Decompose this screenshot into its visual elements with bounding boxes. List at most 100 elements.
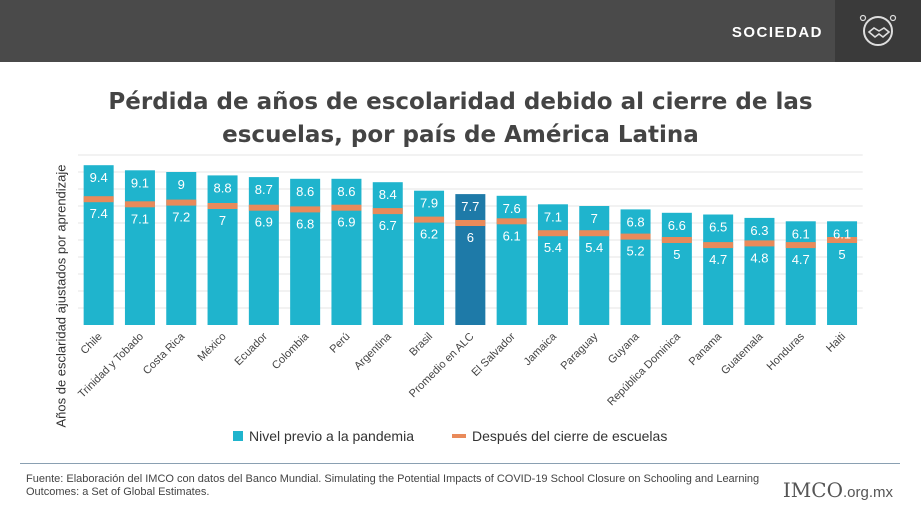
data-label-after: 5.4 [585, 240, 603, 255]
legend-swatch-before [233, 431, 243, 441]
data-label-after: 4.7 [792, 252, 810, 267]
data-label-after: 7 [219, 213, 226, 228]
x-tick-label: Haiti [824, 331, 848, 355]
bar-before [537, 204, 568, 325]
data-label-before: 8.4 [379, 187, 397, 202]
bar-before [248, 177, 279, 325]
legend-label-before: Nivel previo a la pandemia [249, 428, 414, 444]
x-tick-label: Panama [687, 330, 725, 368]
data-label-before: 7.1 [544, 209, 562, 224]
data-label-before: 8.6 [337, 184, 355, 199]
marker-after [620, 233, 651, 240]
data-label-after: 5 [838, 247, 845, 262]
legend: Nivel previo a la pandemia Después del c… [233, 428, 667, 444]
marker-after [579, 230, 610, 237]
data-label-after: 6.7 [379, 218, 397, 233]
data-label-before: 6.8 [627, 214, 645, 229]
x-tick-label: Honduras [765, 330, 808, 373]
data-label-after: 6.2 [420, 227, 438, 242]
legend-label-after: Después del cierre de escuelas [471, 428, 668, 444]
data-label-after: 6.9 [255, 215, 273, 230]
x-tick-label: Brasil [407, 331, 435, 359]
bar-before [620, 209, 651, 325]
data-label-after: 4.7 [709, 252, 727, 267]
marker-after [827, 237, 858, 243]
bar-before [455, 194, 486, 325]
source-note: Fuente: Elaboración del IMCO con datos d… [26, 473, 760, 498]
marker-after [661, 237, 692, 243]
marker-after [744, 240, 775, 247]
data-label-after: 6 [467, 230, 474, 245]
chart-title: Pérdida de años de escolaridad debido al… [0, 86, 921, 152]
section-icon-box [835, 0, 921, 62]
footer-divider [20, 463, 900, 464]
data-label-before: 9.4 [90, 170, 108, 185]
marker-after [331, 204, 362, 211]
marker-after [166, 199, 197, 206]
marker-after [372, 208, 403, 215]
bar-before [331, 178, 362, 325]
x-tick-label: Guatemala [719, 330, 766, 377]
chart-title-line-2: escuelas, por país de América Latina [222, 122, 699, 148]
data-label-before: 6.1 [833, 226, 851, 241]
logo-name: IMCO [782, 478, 843, 502]
data-label-after: 7.2 [172, 210, 190, 225]
data-label-before: 9 [178, 177, 185, 192]
marker-after [248, 204, 279, 211]
data-label-before: 8.6 [296, 184, 314, 199]
x-tick-label: México [196, 331, 229, 364]
marker-after [83, 196, 114, 203]
x-tick-label: Ecuador [233, 330, 271, 368]
data-label-before: 8.8 [214, 180, 232, 195]
handshake-icon [859, 14, 897, 46]
bar-before [579, 206, 610, 325]
data-label-after: 7.4 [90, 206, 108, 221]
data-label-before: 9.1 [131, 175, 149, 190]
marker-after [455, 220, 486, 226]
x-tick-label: Guyana [606, 330, 642, 366]
data-label-before: 6.1 [792, 226, 810, 241]
x-tick-label: Argentina [352, 330, 394, 372]
marker-after [414, 216, 445, 223]
marker-after [703, 242, 734, 249]
x-tick-label: Chile [79, 331, 105, 357]
legend-swatch-after [451, 434, 466, 438]
data-label-after: 7.1 [131, 211, 149, 226]
bar-before [166, 172, 197, 325]
marker-after [124, 201, 155, 208]
bar-before [83, 165, 114, 325]
data-label-before: 8.7 [255, 182, 273, 197]
bar-before [785, 221, 816, 325]
bar-before [290, 178, 321, 325]
chart-title-line-1: Pérdida de años de escolaridad debido al… [108, 89, 813, 115]
data-label-after: 6.1 [503, 228, 521, 243]
data-label-before: 7 [591, 211, 598, 226]
x-tick-label: Jamaica [522, 330, 560, 368]
x-tick-label: República Dominica [605, 330, 683, 408]
bar-before [414, 190, 445, 325]
bar-before [703, 214, 734, 325]
bar-before [496, 195, 527, 325]
bar-before [124, 170, 155, 325]
imco-logo: IMCO.org.mx [783, 478, 893, 502]
data-label-after: 6.8 [296, 216, 314, 231]
data-label-after: 5.4 [544, 240, 562, 255]
header-bar: SOCIEDAD [0, 0, 921, 62]
data-label-before: 6.6 [668, 218, 686, 233]
marker-after [537, 230, 568, 237]
x-tick-label: Paraguay [559, 330, 601, 372]
marker-after [290, 206, 321, 213]
data-label-after: 6.9 [337, 215, 355, 230]
logo-domain: .org.mx [842, 484, 893, 501]
data-label-after: 4.8 [750, 250, 768, 265]
data-label-before: 6.3 [750, 223, 768, 238]
bar-before [661, 212, 692, 325]
data-label-after: 5.2 [627, 244, 645, 259]
bar-before [372, 182, 403, 325]
x-tick-label: Colombia [270, 330, 312, 372]
marker-after [496, 218, 527, 225]
section-label: SOCIEDAD [731, 24, 823, 41]
data-label-after: 5 [673, 247, 680, 262]
data-label-before: 6.5 [709, 220, 727, 235]
